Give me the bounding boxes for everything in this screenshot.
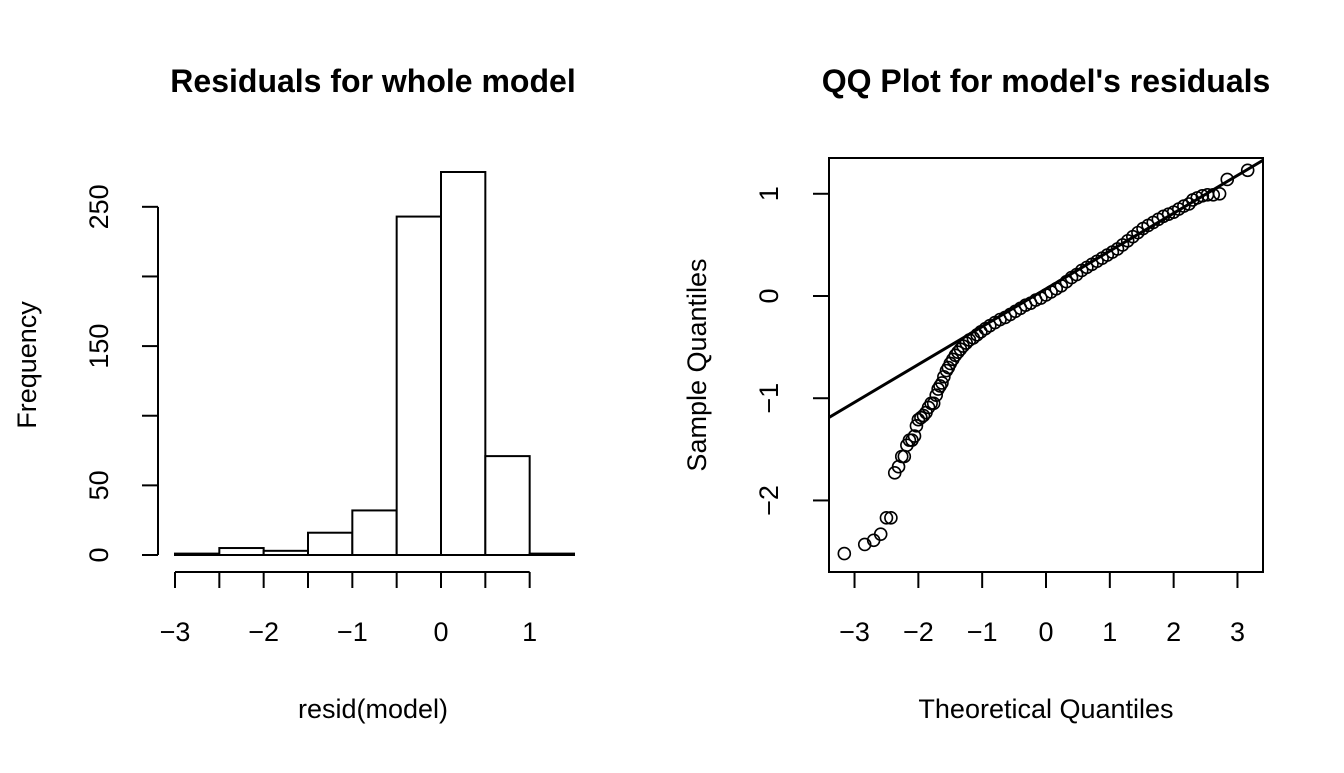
histogram-bar: [307, 531, 354, 557]
qq-point: [879, 511, 894, 525]
histogram-bar: [351, 509, 398, 557]
histogram-y-label: Frequency: [12, 301, 42, 429]
histogram-bars: [174, 171, 576, 557]
histogram-bar: [262, 549, 309, 557]
qq-x-tick-label: 2: [1166, 617, 1181, 647]
histogram-bar: [484, 455, 531, 556]
qq-point: [909, 419, 924, 433]
histogram-bar: [440, 171, 487, 556]
qq-y-tick-label: −2: [754, 485, 784, 516]
qq-y-tick-label: −1: [754, 383, 784, 414]
histogram-x-tick-label: −3: [160, 617, 191, 647]
histogram-x-tick-label: 0: [433, 617, 448, 647]
histogram-y-axis: 0 50 150 250: [84, 184, 159, 563]
qq-y-tick-label: 0: [754, 288, 784, 303]
qq-point: [1212, 186, 1227, 201]
qq-point: [926, 396, 941, 411]
histogram-x-axis: −3 −2 −1 0 1: [160, 571, 537, 647]
qq-x-tick-label: −1: [967, 617, 998, 647]
qq-point: [1195, 189, 1210, 203]
qq-point: [933, 379, 947, 393]
qq-y-label: Sample Quantiles: [682, 258, 712, 471]
qq-point: [935, 376, 949, 390]
qq-point: [914, 410, 928, 425]
qq-points: [837, 163, 1255, 561]
qq-point: [857, 537, 872, 552]
qq-point: [837, 546, 852, 561]
histogram-panel: Residuals for whole model 0 50 150 250 −3 −2…: [12, 63, 576, 724]
qq-x-axis: −3 −2 −1 0 1 2 3: [839, 572, 1245, 647]
histogram-x-tick-label: −1: [337, 617, 368, 647]
histogram-x-label: resid(model): [298, 694, 448, 724]
qq-title: QQ Plot for model's residuals: [822, 63, 1271, 99]
qq-x-tick-label: −3: [839, 617, 870, 647]
qq-x-tick-label: −2: [903, 617, 934, 647]
qq-point: [1240, 163, 1255, 178]
histogram-bar: [174, 552, 221, 557]
histogram-y-tick-label: 0: [84, 547, 114, 562]
histogram-y-tick-label: 50: [84, 470, 114, 500]
qq-x-label: Theoretical Quantiles: [918, 694, 1173, 724]
qq-plot-frame: [828, 157, 1264, 573]
qq-point: [884, 511, 898, 525]
histogram-x-tick-label: −2: [248, 617, 279, 647]
histogram-y-tick-label: 150: [84, 324, 114, 369]
qq-point: [939, 363, 954, 378]
histogram-bar: [395, 215, 442, 557]
qq-point: [929, 388, 944, 402]
histogram-bar: [528, 552, 576, 557]
qq-point: [907, 429, 922, 443]
qq-x-tick-label: 0: [1038, 617, 1053, 647]
histogram-x-tick-label: 1: [522, 617, 537, 647]
histogram-bar: [218, 547, 265, 557]
qq-point: [1220, 172, 1235, 187]
qq-x-tick-label: 3: [1230, 617, 1245, 647]
qq-point: [873, 527, 888, 541]
qq-panel: QQ Plot for model's residuals −3 −2 −1 0 1 2 3…: [682, 63, 1270, 724]
histogram-title: Residuals for whole model: [170, 63, 575, 99]
qq-y-tick-label: 1: [754, 186, 784, 201]
histogram-y-tick-label: 250: [84, 184, 114, 229]
qq-x-tick-label: 1: [1102, 617, 1117, 647]
qq-y-axis: −2 −1 0 1: [754, 186, 829, 516]
qq-point: [1206, 188, 1221, 202]
